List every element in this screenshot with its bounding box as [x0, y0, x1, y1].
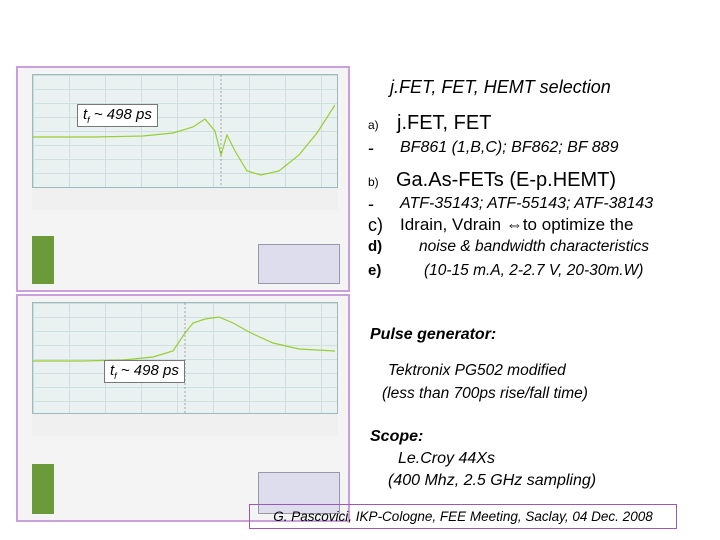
item-marker-b: b) — [368, 175, 379, 189]
scope-grid-bottom — [32, 302, 338, 414]
page-title: j.FET, FET, HEMT selection — [390, 77, 611, 97]
item-marker-dash-1: - — [368, 138, 374, 158]
scope-grid-top — [32, 74, 338, 188]
fall-time-label-bottom: tf ~ 498 ps — [104, 360, 185, 383]
item-marker-c: c) — [368, 215, 383, 235]
item-marker-e: e) — [368, 262, 382, 279]
item-marker-a: a) — [368, 118, 379, 132]
scope-spec: (400 Mhz, 2.5 GHz sampling) — [388, 472, 597, 489]
scope-timebase-box-top — [258, 244, 340, 284]
item-text-a: j.FET, FET — [397, 112, 492, 134]
item-text-dash-2: ATF-35143; ATF-55143; ATF-38143 — [400, 195, 654, 212]
scope-screenshot-bottom — [16, 294, 350, 522]
item-marker-d: d) — [368, 238, 383, 255]
scope-measurements-top — [32, 188, 338, 210]
scope-screenshot-top — [16, 66, 350, 292]
waveform-bottom — [33, 303, 335, 413]
waveform-top — [33, 75, 335, 187]
item-text-e: (10-15 m.A, 2-2.7 V, 20-30m.W) — [424, 262, 644, 279]
scope-measurements-bottom — [32, 414, 338, 436]
item-text-dash-1: BF861 (1,B,C); BF862; BF 889 — [400, 139, 619, 156]
scope-timebase-box-bottom — [258, 472, 340, 514]
pulse-generator-heading: Pulse generator: — [370, 326, 497, 343]
item-marker-dash-2: - — [368, 194, 374, 214]
scope-model: Le.Croy 44Xs — [398, 450, 495, 467]
scope-channel-bar-bottom — [32, 464, 54, 514]
footer-citation: G. Pascovici, IKP-Cologne, FEE Meeting, … — [249, 504, 677, 529]
pulse-generator-spec: (less than 700ps rise/fall time) — [382, 385, 588, 402]
item-text-c: Idrain, Vdrain ⇔to optimize the — [400, 215, 634, 234]
pulse-generator-model: Tektronix PG502 modified — [388, 362, 566, 379]
item-text-b: Ga.As-FETs (E-p.HEMT) — [396, 169, 617, 191]
fall-time-label-top: tf ~ 498 ps — [77, 104, 158, 127]
scope-heading: Scope: — [370, 428, 424, 445]
scope-channel-bar-top — [32, 236, 54, 284]
item-text-d: noise & bandwidth characteristics — [419, 238, 650, 255]
